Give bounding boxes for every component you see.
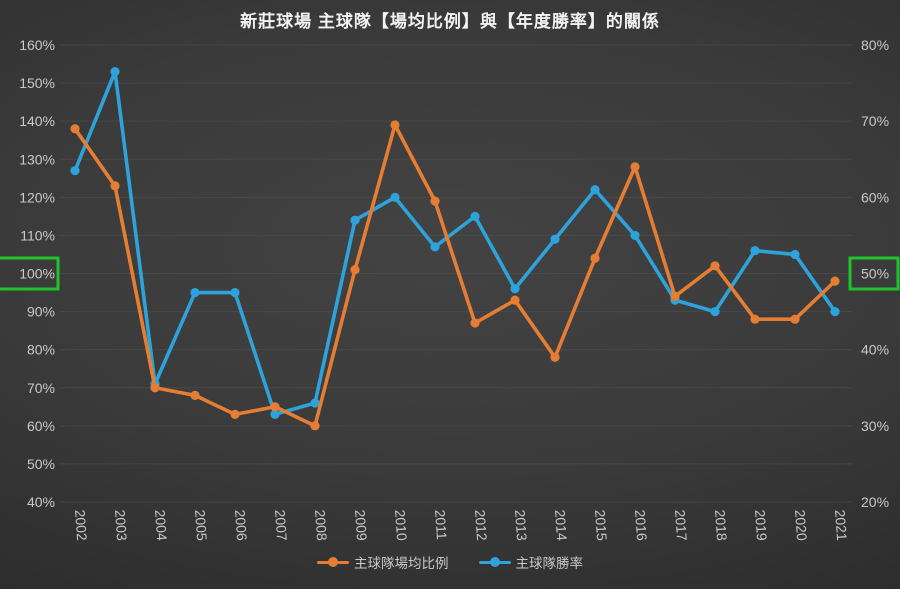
y-axis-label-left: 40% [27, 494, 55, 510]
y-axis-label-left: 80% [27, 342, 55, 358]
series-avg-ratio-point [830, 276, 840, 286]
series-avg-ratio-point [150, 383, 160, 393]
series-avg-ratio-point [430, 196, 440, 206]
series-win-rate-point [470, 211, 480, 221]
series-win-rate-point [550, 234, 560, 244]
x-axis-label: 2004 [152, 509, 170, 541]
series-win-rate-point [390, 192, 400, 202]
series-avg-ratio-point [710, 261, 720, 271]
series-avg-ratio-point [510, 295, 520, 305]
x-axis-label: 2014 [552, 509, 570, 541]
series-avg-ratio-point [470, 318, 480, 328]
y-axis-label-right: 50% [861, 266, 889, 282]
series-win-rate-point [110, 67, 120, 77]
series-avg-ratio-line [73, 123, 837, 428]
legend-marker-dot [328, 556, 338, 567]
legend-line-marker-icon [317, 556, 349, 568]
series-win-rate-point [230, 287, 240, 298]
x-axis-label: 2017 [672, 509, 690, 541]
x-axis-label: 2011 [432, 509, 450, 540]
series-avg-ratio-point [110, 181, 120, 191]
series-win-rate-point [270, 409, 280, 420]
chart-title: 新莊球場 主球隊【場均比例】與【年度勝率】的關係 [240, 12, 660, 31]
y-axis-label-right: 20% [861, 494, 889, 510]
x-axis-label: 2009 [352, 509, 370, 541]
legend-marker-dot [489, 556, 500, 567]
y-axis-label-left: 120% [19, 189, 55, 205]
x-axis-label: 2013 [512, 509, 530, 541]
highlight-100-box [0, 256, 60, 291]
series-win-rate-line [73, 69, 837, 417]
series-avg-ratio-point [670, 291, 680, 301]
y-axis-label-right: 70% [861, 113, 889, 129]
x-axis-label: 2020 [792, 509, 810, 541]
x-axis-label: 2003 [112, 509, 130, 541]
legend-item-avg-ratio: 主球隊場均比例 [317, 552, 449, 572]
series-win-rate-point [790, 249, 800, 260]
x-axis-label: 2018 [712, 509, 730, 541]
series-avg-ratio-point [550, 352, 560, 362]
series-win-rate-point [350, 215, 360, 225]
legend-label: 主球隊場均比例 [354, 556, 449, 571]
series-win-rate-point [710, 306, 720, 317]
series-win-rate-point [430, 242, 440, 252]
legend-item-win-rate: 主球隊勝率 [478, 552, 584, 572]
y-axis-label-left: 130% [19, 151, 55, 167]
y-axis-label-left: 90% [27, 304, 55, 320]
x-axis-label: 2012 [472, 509, 490, 541]
x-axis-label: 2005 [192, 509, 210, 541]
y-axis-label-left: 70% [27, 380, 55, 396]
y-axis-label-left: 150% [19, 75, 55, 91]
y-axis-label-left: 110% [20, 227, 55, 243]
x-axis-label: 2010 [392, 509, 410, 541]
y-axis-label-right: 60% [861, 189, 889, 205]
series-win-rate-point [830, 306, 840, 317]
series-avg-ratio-point [630, 162, 640, 172]
series-avg-ratio-point [790, 314, 800, 324]
x-axis-label: 2008 [312, 509, 330, 541]
series-avg-ratio-point [270, 402, 280, 412]
y-axis-label-right: 80% [861, 37, 889, 53]
x-axis-label: 2016 [632, 509, 650, 541]
x-axis-label: 2002 [72, 509, 90, 541]
x-axis-label: 2007 [272, 509, 290, 541]
series-avg-ratio-point [590, 253, 600, 263]
x-axis-label: 2021 [832, 509, 850, 541]
x-axis-label: 2019 [752, 509, 770, 541]
y-axis-label-left: 100% [19, 266, 55, 282]
x-axis-label: 2006 [232, 509, 250, 541]
y-axis-label-right: 40% [861, 342, 889, 358]
y-axis-label-left: 140% [19, 113, 55, 129]
series-avg-ratio-point [310, 421, 320, 431]
series-avg-ratio-point [70, 124, 80, 134]
x-axis-label: 2015 [592, 509, 610, 541]
series-avg-ratio-point [230, 409, 240, 420]
chart-legend: 主球隊場均比例 主球隊勝率 [0, 552, 900, 572]
legend-label: 主球隊勝率 [515, 556, 584, 571]
series-win-rate-point [750, 246, 760, 256]
y-axis-label-right: 30% [861, 418, 889, 434]
y-axis-label-left: 60% [27, 418, 55, 434]
series-win-rate-point [630, 230, 640, 241]
series-avg-ratio-point [750, 314, 760, 324]
series-win-rate-point [70, 166, 80, 176]
series-avg-ratio-point [390, 120, 400, 130]
series-win-rate-point [190, 287, 200, 298]
series-avg-ratio-point [350, 265, 360, 275]
series-win-rate-point [510, 284, 520, 294]
series-win-rate-point [590, 185, 600, 195]
series-avg-ratio-point [190, 390, 200, 400]
legend-line-marker-icon [478, 556, 511, 568]
y-axis-label-left: 160% [19, 37, 55, 53]
y-axis-label-left: 50% [27, 456, 55, 472]
series-win-rate-point [310, 398, 320, 408]
highlight-50-box [848, 256, 900, 291]
